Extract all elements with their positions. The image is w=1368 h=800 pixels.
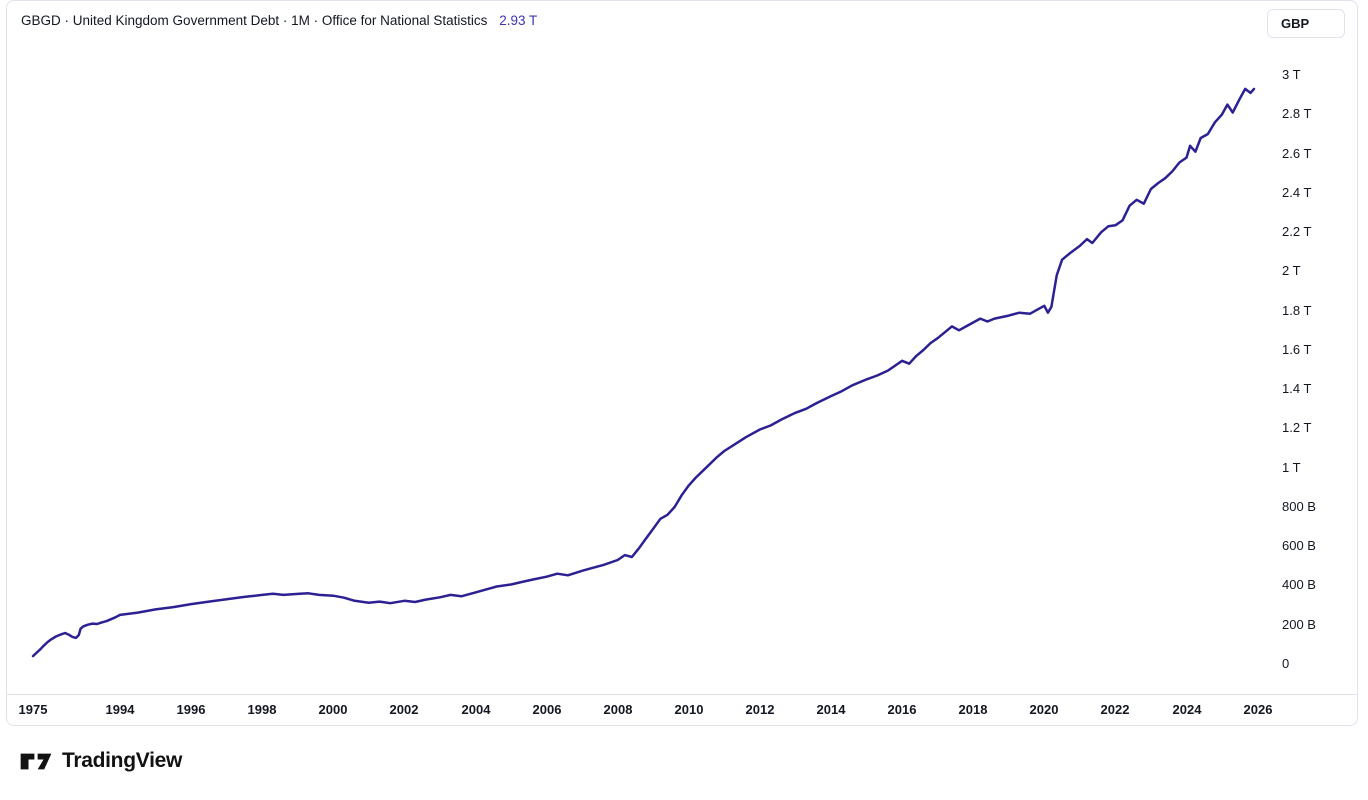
price-tick-label: 200 B [1282, 616, 1316, 632]
time-tick-label: 2006 [532, 702, 562, 717]
time-tick-label: 1975 [18, 702, 48, 717]
tradingview-attribution[interactable]: TradingView [20, 744, 182, 778]
time-tick-label: 1998 [247, 702, 277, 717]
time-tick-label: 2020 [1029, 702, 1059, 717]
currency-button[interactable]: GBP [1267, 9, 1345, 38]
time-tick-label: 2002 [389, 702, 419, 717]
time-tick-label: 2024 [1172, 702, 1202, 717]
price-tick-label: 3 T [1282, 67, 1301, 83]
tradingview-logo-icon [20, 753, 52, 769]
time-tick-label: 2022 [1100, 702, 1130, 717]
price-tick-label: 1.8 T [1282, 302, 1312, 318]
chart-widget-card: GBGD · United Kingdom Government Debt · … [6, 0, 1358, 726]
brand-name: TradingView [62, 749, 183, 772]
time-tick-label: 2026 [1243, 702, 1273, 717]
price-tick-label: 400 B [1282, 577, 1316, 593]
time-scale[interactable]: 1975 1994 1996 1998 2000 2002 2004 2006 2008 2010… [7, 695, 1273, 726]
price-tick-label: 1 T [1282, 459, 1301, 475]
price-tick-label: 2.2 T [1282, 224, 1312, 240]
time-tick-label: 2018 [958, 702, 988, 717]
price-tick-label: 0 [1282, 656, 1290, 671]
price-tick-label: 2.4 T [1282, 184, 1312, 200]
price-tick-label: 1.6 T [1282, 341, 1312, 357]
time-tick-label: 1996 [176, 702, 206, 717]
price-tick-label: 2 T [1282, 263, 1301, 279]
time-tick-label: 2004 [461, 702, 491, 717]
time-tick-label: 1994 [105, 702, 135, 717]
chart-legend: GBGD · United Kingdom Government Debt · … [21, 13, 537, 33]
time-axis-separator [7, 694, 1357, 695]
price-tick-label: 800 B [1282, 498, 1316, 514]
price-scale[interactable]: 0 200 B 400 B 600 B 800 B 1 T 1.2 T 1.4 T 1.6 T 1… [1275, 1, 1359, 694]
price-tick-label: 1.2 T [1282, 420, 1312, 436]
time-tick-label: 2008 [603, 702, 633, 717]
time-tick-label: 2010 [674, 702, 704, 717]
price-tick-label: 1.4 T [1282, 381, 1312, 397]
time-tick-label: 2016 [887, 702, 917, 717]
price-tick-label: 2.6 T [1282, 145, 1312, 161]
last-value: 2.93 T [499, 13, 538, 28]
price-tick-label: 2.8 T [1282, 106, 1312, 122]
price-line-chart[interactable] [7, 1, 1359, 695]
debt-series-line [31, 87, 1256, 658]
time-tick-label: 2012 [745, 702, 775, 717]
price-tick-label: 600 B [1282, 538, 1316, 554]
symbol-title[interactable]: GBGD · United Kingdom Government Debt · … [21, 13, 488, 28]
time-tick-label: 2014 [816, 702, 846, 717]
time-tick-label: 2000 [318, 702, 348, 717]
